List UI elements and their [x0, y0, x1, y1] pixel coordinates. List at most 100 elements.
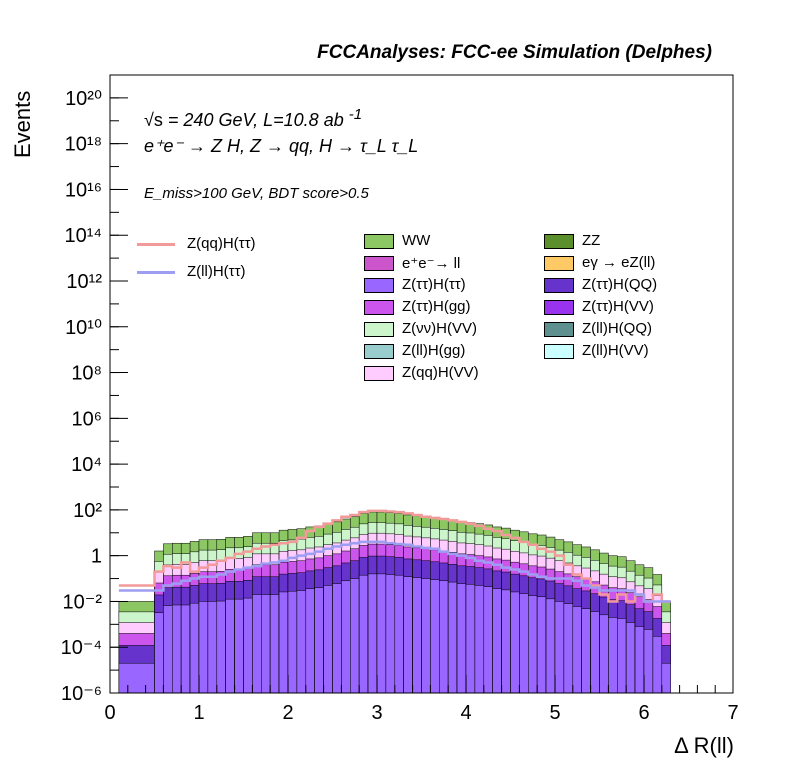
bin-layer — [643, 629, 654, 694]
histogram-bin — [572, 544, 582, 694]
process-label: e⁺e⁻ → Z H, Z → qq, H → τ_L τ_L — [144, 136, 419, 156]
stacked-histogram — [118, 511, 671, 694]
bin-layer — [367, 573, 378, 694]
histogram-bin — [465, 522, 476, 694]
histogram-bin — [625, 560, 636, 694]
legend-fill-label: Z(ll)H(QQ) — [582, 320, 652, 337]
y-tick-label: 10⁻⁴ — [61, 637, 102, 659]
legend-fill-label: Z(ll)H(VV) — [582, 342, 649, 359]
bin-layer — [510, 591, 520, 694]
bin-layer — [358, 574, 369, 694]
histogram-bin — [358, 513, 369, 694]
bin-layer — [430, 579, 440, 694]
histogram-bin — [278, 529, 289, 694]
histogram-bin — [456, 521, 467, 694]
bin-layer — [439, 580, 449, 694]
histogram-bin — [430, 517, 440, 694]
histogram-bin — [528, 533, 538, 694]
bin-layer — [421, 578, 431, 694]
y-tick-label: 10⁸ — [71, 363, 102, 385]
bin-layer — [447, 581, 458, 694]
bin-layer — [536, 596, 547, 694]
signal-lines — [118, 509, 671, 603]
histogram-bin — [394, 513, 404, 694]
legend-fill-swatch — [364, 234, 394, 249]
legend-fill-swatch — [364, 256, 394, 271]
bin-layer — [394, 574, 404, 694]
bin-layer — [483, 586, 493, 694]
bin-layer — [341, 580, 351, 694]
selection-label: E_miss>100 GeV, BDT score>0.5 — [144, 185, 369, 202]
bin-layer — [528, 595, 538, 694]
bin-layer — [465, 584, 476, 694]
bin-layer — [118, 662, 155, 694]
x-tick-label: 7 — [727, 702, 738, 724]
bin-layer — [314, 587, 324, 694]
legend-line-label: Z(qq)H(ττ) — [187, 235, 256, 252]
bin-layer — [332, 583, 342, 694]
y-tick-label: 1 — [91, 546, 102, 568]
histogram-bin — [545, 536, 556, 694]
histogram-bin — [510, 529, 520, 694]
series-line-1 — [118, 540, 671, 603]
legend-fill-swatch — [544, 344, 574, 359]
energy-lumi-label: √s = 240 GeV, L=10.8 ab -1 — [144, 106, 362, 131]
histogram-bin — [412, 515, 422, 694]
histogram-bin — [634, 564, 645, 694]
legend-fill-swatch — [544, 322, 574, 337]
histogram-bin — [581, 546, 591, 694]
y-tick-label: 10¹⁰ — [65, 317, 102, 339]
bin-layer — [501, 589, 511, 694]
histogram-bin — [234, 537, 244, 694]
bin-layer — [154, 612, 164, 694]
bin-layer — [581, 608, 591, 694]
bin-layer — [456, 583, 467, 694]
legend-fill-label: Z(ττ)H(gg) — [402, 298, 471, 315]
bin-layer — [305, 588, 315, 694]
x-tick-label: 4 — [460, 702, 471, 724]
y-tick-label: 10¹⁸ — [65, 134, 102, 156]
histogram-bin — [403, 514, 413, 694]
bin-layer — [652, 636, 663, 694]
histogram-bin — [305, 526, 315, 694]
bin-layer — [323, 585, 333, 694]
histogram-bin — [590, 549, 600, 694]
histogram-bin — [519, 531, 529, 694]
legend-fill-swatch — [364, 344, 394, 359]
histogram-bin — [261, 532, 271, 694]
y-tick-label: 10⁶ — [72, 408, 102, 430]
histogram-bin — [207, 539, 218, 694]
bin-layer — [207, 601, 218, 694]
bin-layer — [261, 594, 271, 694]
histogram-bin — [492, 526, 502, 694]
bin-layer — [617, 618, 627, 694]
energy-lumi-text: = 240 GeV, L=10.8 ab — [167, 110, 344, 130]
plot-frame — [109, 74, 734, 694]
bin-layer — [590, 611, 600, 694]
x-tick-label: 6 — [638, 702, 649, 724]
histogram-bin — [180, 542, 191, 694]
bin-layer — [474, 585, 485, 694]
bin-layer — [492, 588, 502, 694]
histogram-bin — [198, 539, 209, 694]
bin-layer — [163, 605, 173, 694]
bin-layer — [225, 598, 235, 694]
x-tick-label: 2 — [282, 702, 293, 724]
legend-fill-swatch — [364, 278, 394, 293]
histogram-bin — [367, 511, 378, 694]
axes: 0 1 2 3 4 5 6 7 10⁻⁶ 10⁻⁴ 10⁻² 1 10² 10⁴ 10⁶ 10⁸ 10¹⁰ 10¹… — [61, 74, 739, 724]
legend-fill-swatch — [544, 234, 574, 249]
histogram-bin — [474, 523, 485, 694]
histogram-bin — [501, 527, 511, 694]
legend-fill-swatch — [544, 256, 574, 271]
histogram-bin — [225, 537, 235, 694]
x-tick-label: 3 — [371, 702, 382, 724]
histogram-bin — [617, 556, 627, 694]
legend-fill-label: Z(νν)H(VV) — [402, 320, 477, 337]
bin-layer — [278, 591, 289, 694]
y-tick-label: 10⁻⁶ — [61, 683, 102, 705]
bin-layer — [180, 604, 191, 694]
legend-fill-label: Z(ττ)H(ττ) — [402, 276, 466, 293]
histogram-bin — [661, 601, 671, 694]
